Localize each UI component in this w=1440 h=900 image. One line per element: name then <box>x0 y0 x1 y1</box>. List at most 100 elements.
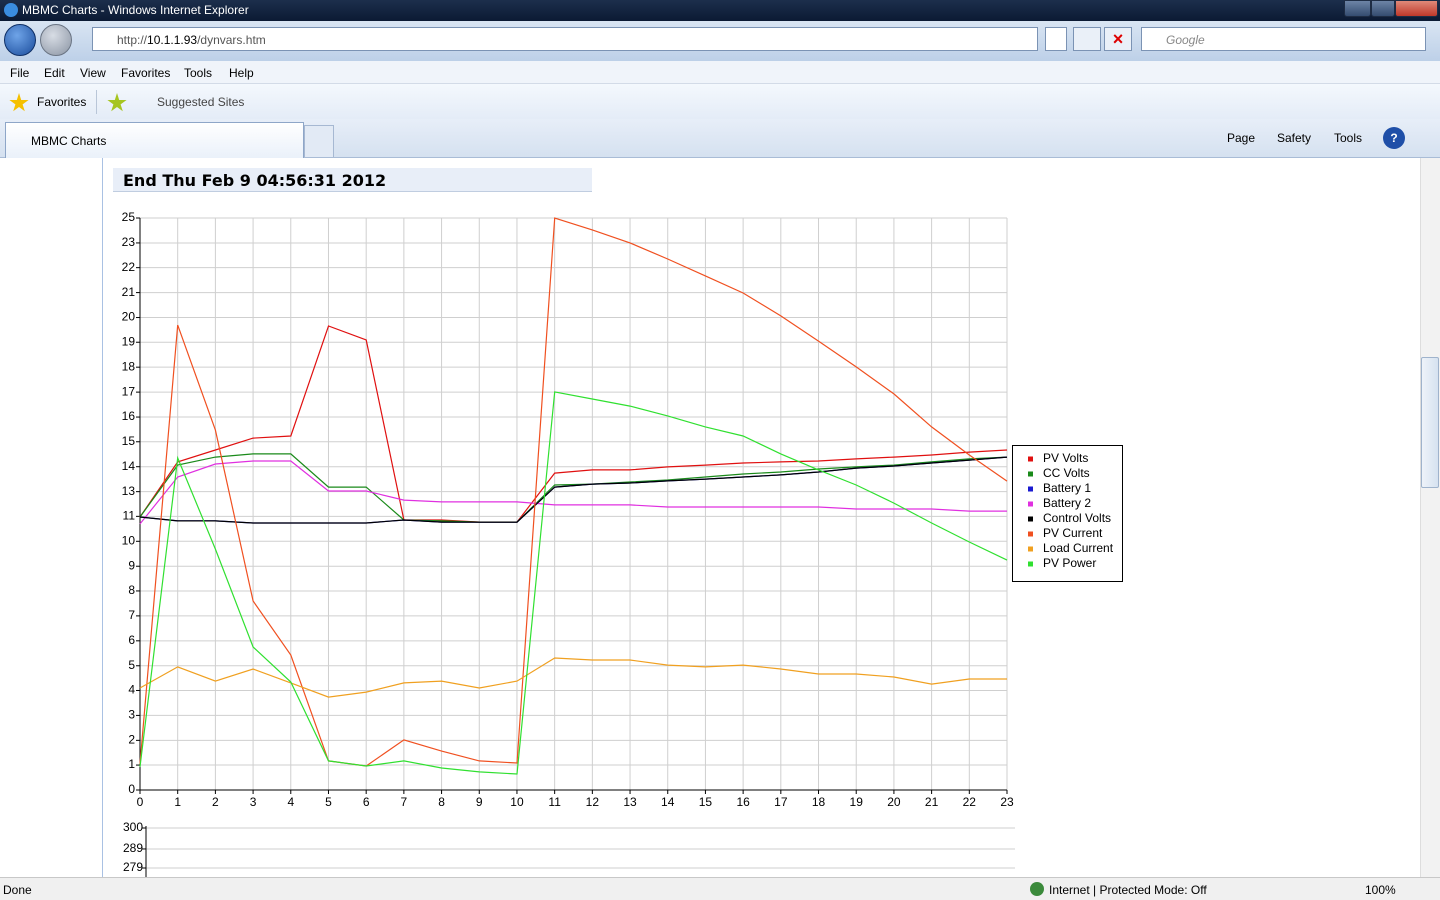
legend-label: Load Current <box>1043 541 1114 555</box>
command-button[interactable]: Tools <box>1334 131 1363 145</box>
y-tick-label: 8 <box>128 583 135 597</box>
minimize-button[interactable] <box>1344 0 1371 17</box>
search-box[interactable]: Google <box>1141 27 1426 51</box>
address-host: 10.1.1.93 <box>147 33 198 47</box>
x-tick-label: 0 <box>137 795 144 809</box>
y-tick-label: 1 <box>128 757 135 771</box>
command-button[interactable]: Safety <box>1277 131 1312 145</box>
legend-box <box>1012 445 1123 582</box>
add-favorite[interactable] <box>107 93 127 112</box>
y-tick-label: 5 <box>128 658 135 672</box>
left-pane <box>0 158 103 877</box>
legend-swatch <box>1028 501 1033 507</box>
series-line <box>139 657 1007 698</box>
charts: 0 1 2 3 4 5 6 7 8 9 10 11 12 13 14 15 16 17 18 19 20 21 22 2301… <box>122 210 1123 877</box>
x-tick-label: 20 <box>887 795 901 809</box>
maximize-button[interactable] <box>1371 0 1395 17</box>
x-tick-label: 9 <box>476 795 483 809</box>
x-tick-label: 17 <box>774 795 788 809</box>
search-placeholder: Google <box>1166 33 1205 47</box>
tab[interactable]: MBMC Charts <box>5 122 304 158</box>
x-tick-label: 12 <box>586 795 600 809</box>
back-button[interactable] <box>4 24 36 56</box>
page-heading: End Thu Feb 9 04:56:31 2012 <box>113 168 592 192</box>
legend-swatch <box>1028 471 1033 477</box>
favorites-button[interactable]: Favorites <box>37 95 87 109</box>
zoom-level[interactable]: 100% <box>1365 883 1396 897</box>
y-tick-label: 6 <box>128 633 135 647</box>
y-tick-label: 19 <box>122 334 136 348</box>
new-tab[interactable] <box>304 125 334 157</box>
legend-label: Battery 2 <box>1043 496 1091 510</box>
menu-item[interactable]: Tools <box>184 66 213 80</box>
close-button[interactable] <box>1395 0 1438 17</box>
series-line <box>139 325 1008 523</box>
menu-item[interactable]: Help <box>229 66 254 80</box>
x-tick-label: 4 <box>287 795 294 809</box>
y-tick-label: 2 <box>128 733 135 747</box>
y-tick-label: 21 <box>122 285 136 299</box>
legend-label: PV Volts <box>1043 451 1088 465</box>
x-tick-label: 21 <box>925 795 939 809</box>
stop-button[interactable]: × <box>1104 27 1132 51</box>
series-line <box>139 453 1008 523</box>
legend-swatch <box>1028 546 1033 552</box>
y-tick-label: 9 <box>128 558 135 572</box>
y-tick-label: 22 <box>122 260 136 274</box>
zone-icon <box>1030 882 1044 896</box>
legend-swatch <box>1028 531 1033 537</box>
status-bar: Done Internet | Protected Mode: Off 100% <box>0 877 1440 900</box>
legend-label: Battery 1 <box>1043 481 1091 495</box>
x-tick-label: 10 <box>510 795 524 809</box>
series-line <box>139 217 1008 767</box>
series-line <box>139 391 1008 775</box>
menu-item[interactable]: View <box>80 66 106 80</box>
favorites-bar: Favorites Suggested Sites <box>0 84 1440 119</box>
x-tick-label: 11 <box>548 795 561 809</box>
compat-button[interactable] <box>1045 27 1067 51</box>
menu-bar: File Edit View Favorites Tools Help <box>0 61 1440 84</box>
address-bar[interactable]: http://10.1.1.93/dynvars.htm <box>92 27 1038 51</box>
address-path: /dynvars.htm <box>197 33 266 47</box>
y-tick-label: 0 <box>128 782 135 796</box>
y-tick-label: 3 <box>128 708 135 722</box>
ie-icon <box>4 3 18 17</box>
series-line <box>139 456 1008 524</box>
scroll-thumb[interactable] <box>1421 357 1439 488</box>
y-tick-label: 16 <box>122 409 136 423</box>
x-tick-label: 8 <box>438 795 445 809</box>
legend-swatch <box>1028 486 1033 492</box>
y-tick-label: 7 <box>128 608 135 622</box>
title-bar: MBMC Charts - Windows Internet Explorer <box>0 0 1440 21</box>
x-tick-label: 13 <box>623 795 637 809</box>
forward-button[interactable] <box>40 24 72 56</box>
legend-swatch <box>1028 561 1033 567</box>
separator <box>96 90 97 114</box>
x-tick-label: 6 <box>363 795 370 809</box>
plot-area <box>140 218 1007 790</box>
legend-label: PV Power <box>1043 556 1096 570</box>
refresh-button[interactable] <box>1073 27 1101 51</box>
y-tick-label: 23 <box>122 235 136 249</box>
x-tick-label: 16 <box>736 795 750 809</box>
menu-item[interactable]: File <box>10 66 30 80</box>
y-tick-label: 17 <box>122 384 136 398</box>
menu-item[interactable]: Favorites <box>121 66 171 80</box>
menu-item[interactable]: Edit <box>44 66 65 80</box>
y-tick-label: 300 <box>123 820 143 834</box>
legend-swatch <box>1028 516 1033 522</box>
y-tick-label: 10 <box>122 533 136 547</box>
y-tick-label: 14 <box>122 459 136 473</box>
legend-label: CC Volts <box>1043 466 1090 480</box>
scrollbar[interactable] <box>1420 158 1440 877</box>
x-tick-label: 5 <box>325 795 332 809</box>
x-tick-label: 15 <box>699 795 713 809</box>
y-tick-label: 13 <box>122 484 136 498</box>
suggested-sites[interactable]: Suggested Sites <box>157 95 245 109</box>
help-button[interactable]: ? <box>1383 127 1405 149</box>
command-button[interactable]: Page <box>1227 131 1256 145</box>
legend-swatch <box>1028 456 1033 462</box>
y-tick-label: 18 <box>122 359 136 373</box>
series-line <box>139 460 1007 525</box>
